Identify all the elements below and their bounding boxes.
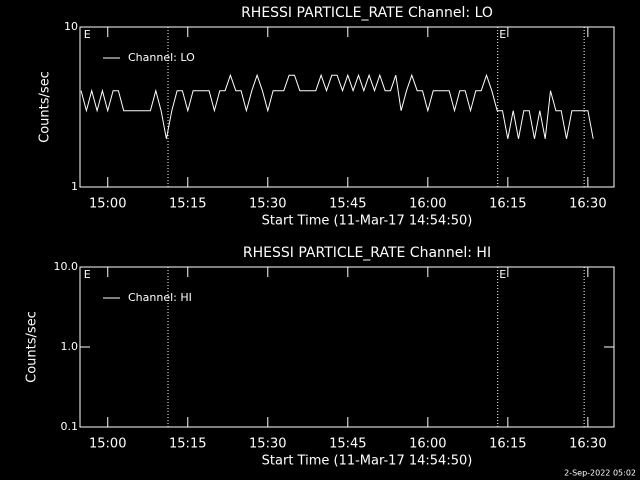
x-tick-label: 16:00	[409, 197, 446, 212]
x-tick-label: 16:30	[569, 197, 606, 212]
flag-label: E	[84, 28, 91, 41]
x-tick-label: 15:30	[249, 197, 286, 212]
flag-label: E	[499, 28, 506, 41]
x-tick-label: 15:00	[89, 437, 126, 452]
plot-frame	[79, 26, 615, 188]
flag-label: E	[84, 268, 91, 281]
x-tick-label: 15:00	[89, 197, 126, 212]
y-tick-label: 10.0	[54, 260, 79, 273]
x-tick-label: 15:15	[169, 437, 206, 452]
x-tick-label: 15:15	[169, 197, 206, 212]
x-tick-label: 16:15	[489, 437, 526, 452]
timestamp: 2-Sep-2022 05:02	[564, 469, 636, 478]
x-axis-label: Start Time (11-Mar-17 14:54:50)	[262, 454, 473, 469]
x-tick-label: 16:30	[569, 437, 606, 452]
chart-title: RHESSI PARTICLE_RATE Channel: HI	[243, 245, 491, 261]
y-axis-label: Counts/sec	[38, 71, 53, 143]
y-tick-label: 1	[71, 180, 78, 193]
y-tick-label: 10	[64, 20, 78, 33]
y-tick-label: 1.0	[61, 340, 79, 353]
legend-label: Channel: LO	[128, 51, 195, 64]
x-tick-label: 16:00	[409, 437, 446, 452]
data-line	[80, 73, 594, 139]
x-axis-label: Start Time (11-Mar-17 14:54:50)	[262, 214, 473, 229]
legend-label: Channel: HI	[128, 291, 192, 304]
y-tick-label: 0.1	[61, 420, 79, 433]
x-tick-label: 16:15	[489, 197, 526, 212]
y-axis-label: Counts/sec	[25, 311, 40, 383]
x-tick-label: 15:45	[329, 437, 366, 452]
x-tick-label: 15:30	[249, 437, 286, 452]
chart-title: RHESSI PARTICLE_RATE Channel: LO	[241, 5, 493, 21]
flag-label: E	[499, 268, 506, 281]
x-tick-label: 15:45	[329, 197, 366, 212]
